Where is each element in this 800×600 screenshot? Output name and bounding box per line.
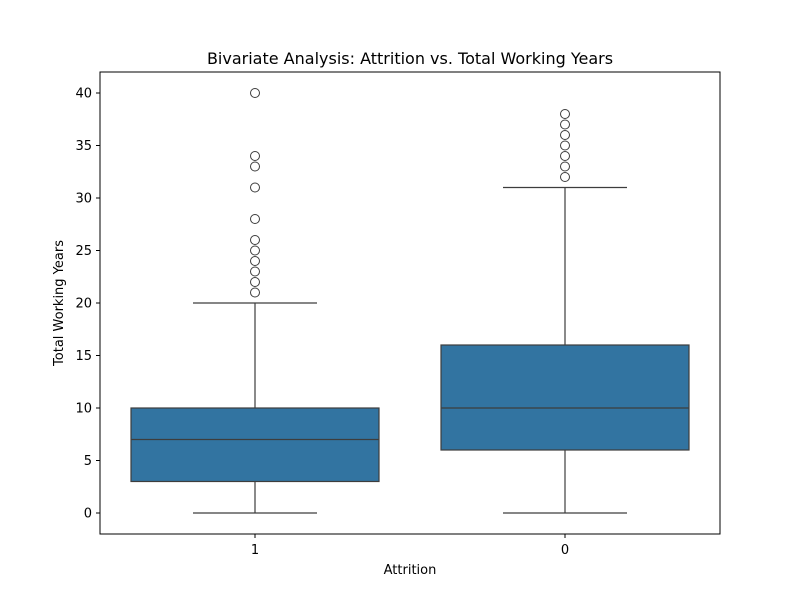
outlier-point bbox=[250, 287, 260, 298]
y-tick-label: 15 bbox=[75, 349, 92, 364]
outlier-point bbox=[250, 88, 260, 98]
x-axis-label: Attrition bbox=[384, 563, 437, 578]
outlier-point bbox=[250, 214, 260, 224]
chart-title: Bivariate Analysis: Attrition vs. Total … bbox=[207, 49, 613, 68]
outlier-point bbox=[250, 161, 260, 172]
outlier-point bbox=[560, 109, 570, 119]
outlier-point bbox=[250, 182, 260, 193]
y-axis: 0 5 10 15 20 25 30 35 40 bbox=[75, 87, 100, 522]
outlier-point bbox=[560, 119, 570, 130]
outlier-point bbox=[250, 245, 260, 256]
outlier-point bbox=[560, 151, 570, 161]
box-group-0 bbox=[440, 109, 690, 514]
x-tick-label: 1 bbox=[251, 543, 259, 558]
iqr-box bbox=[130, 407, 380, 483]
outlier-point bbox=[560, 172, 570, 182]
x-tick-label: 0 bbox=[561, 543, 569, 558]
outlier-point bbox=[250, 266, 260, 277]
y-tick-label: 20 bbox=[75, 297, 92, 312]
outlier-point bbox=[250, 256, 260, 266]
outlier-point bbox=[560, 161, 570, 172]
outlier-point bbox=[560, 140, 570, 151]
outlier-point bbox=[250, 235, 260, 245]
outlier-point bbox=[250, 277, 260, 287]
outlier-point bbox=[560, 130, 570, 140]
y-axis-label: Total Working Years bbox=[52, 240, 67, 367]
plot-area bbox=[130, 88, 690, 514]
y-tick-label: 5 bbox=[84, 454, 92, 469]
outlier-point bbox=[250, 151, 260, 161]
y-tick-label: 10 bbox=[75, 402, 92, 417]
iqr-box bbox=[440, 344, 690, 451]
y-tick-label: 30 bbox=[75, 192, 92, 207]
y-tick-label: 0 bbox=[84, 507, 92, 522]
y-tick-label: 25 bbox=[75, 244, 92, 259]
box-group-1 bbox=[130, 88, 380, 514]
y-tick-label: 35 bbox=[75, 139, 92, 154]
y-tick-label: 40 bbox=[75, 87, 92, 102]
